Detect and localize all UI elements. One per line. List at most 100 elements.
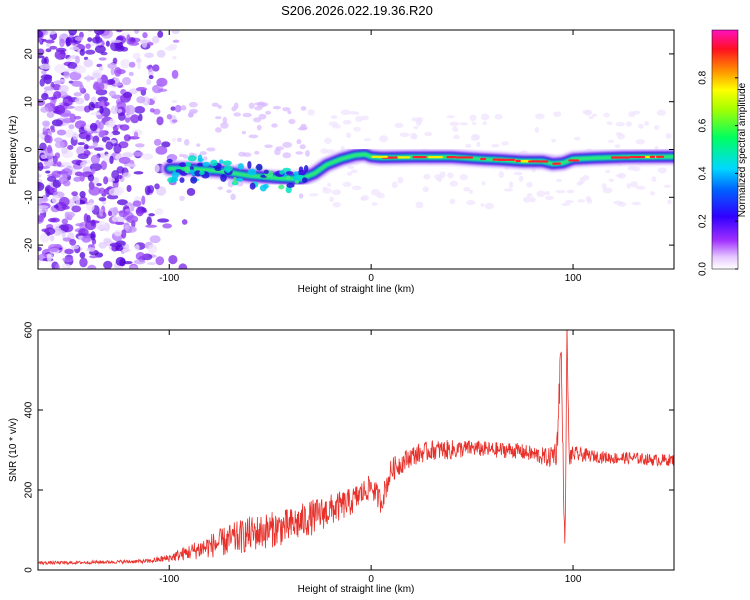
spectrogram-speckle	[449, 121, 460, 127]
spectrogram-speckle	[437, 176, 443, 183]
spectrogram-speckle	[100, 160, 108, 171]
spectrogram-speckle	[100, 100, 105, 107]
spectrogram-speckle	[39, 63, 52, 70]
spectrogram-speckle	[256, 124, 262, 131]
spectrogram-speckle	[83, 59, 94, 68]
spectrogram-speckle	[133, 171, 144, 175]
spectrogram-speckle	[233, 112, 242, 117]
spectrogram-speckle	[508, 181, 514, 189]
ridge-blotch	[294, 180, 300, 184]
spectrogram-speckle	[555, 189, 566, 194]
spectrogram-ytick-label: 10	[24, 96, 35, 108]
ridge-blotch	[210, 159, 218, 167]
spectrogram-speckle	[91, 168, 96, 174]
spectrogram-speckle	[38, 182, 45, 192]
spectrogram-speckle	[120, 46, 129, 52]
spectrogram-speckle	[252, 117, 262, 123]
spectrogram-speckle	[120, 93, 131, 103]
snr-ytick-label: 400	[24, 401, 35, 418]
spectrogram-speckle	[93, 30, 105, 35]
spectrogram-speckle	[154, 164, 160, 173]
spectrogram-speckle	[469, 114, 477, 122]
spectrogram-speckle	[115, 30, 123, 33]
snr-ytick-label: 0	[24, 567, 35, 573]
ridge-blotch	[235, 177, 244, 182]
spectrogram-speckle	[126, 184, 132, 193]
spectrogram-speckle	[122, 172, 131, 178]
spectrogram-speckle	[39, 142, 47, 151]
spectrogram-speckle	[199, 151, 207, 156]
spectrogram-speckle	[60, 147, 68, 154]
spectrogram-speckle	[87, 30, 93, 33]
spectrogram-speckle	[177, 137, 182, 143]
spectrogram-speckle	[107, 62, 117, 69]
spectrogram-speckle	[241, 130, 246, 135]
spectrogram-speckle	[352, 185, 362, 191]
spectrogram-speckle	[61, 161, 70, 167]
ridge-blotch	[166, 158, 173, 163]
spectrogram-speckle	[585, 195, 591, 202]
spectrogram-speckle	[38, 98, 46, 107]
spectrogram-speckle	[68, 124, 75, 130]
spectrogram-speckle	[522, 196, 532, 203]
colorbar-tick-label: 0.4	[698, 166, 709, 180]
spectrogram-speckle	[62, 256, 74, 263]
spectrogram-speckle	[69, 238, 77, 246]
spectrogram-speckle	[412, 134, 418, 140]
spectrogram-speckle	[468, 189, 474, 194]
spectrogram-speckle	[561, 202, 571, 206]
spectrogram-speckle	[84, 93, 90, 101]
spectrogram-speckle	[111, 216, 119, 222]
spectrogram-speckle	[85, 134, 91, 142]
spectrogram-speckle	[459, 122, 469, 126]
spectrogram-speckle	[174, 104, 182, 113]
spectrogram-speckle	[148, 213, 155, 217]
spectrogram-speckle	[178, 153, 185, 158]
ridge-blotch	[285, 171, 294, 175]
spectrogram-speckle	[117, 112, 126, 121]
spectrogram-speckle	[217, 105, 222, 109]
spectrogram-speckle	[67, 145, 74, 151]
spectrogram-speckle	[626, 183, 631, 189]
spectrogram-speckle	[556, 178, 562, 183]
ridge-blotch	[295, 174, 306, 179]
spectrogram-speckle	[105, 40, 110, 47]
spectrogram-speckle	[630, 181, 638, 188]
spectrogram-speckle	[625, 121, 632, 127]
snr-panel: -100 0 100 0 200 400 600 Height of straight li…	[8, 321, 675, 595]
spectrogram-speckle	[89, 255, 98, 259]
spectrogram-speckle	[156, 49, 166, 58]
spectrogram-speckle	[161, 141, 171, 148]
spectrogram-speckle	[98, 129, 106, 137]
spectrogram-speckle	[146, 65, 152, 70]
spectrogram-speckle	[40, 154, 47, 160]
spectrogram-speckle	[91, 36, 103, 44]
spectrogram-speckle	[121, 248, 132, 253]
spectrogram-speckle	[46, 111, 55, 118]
spectrogram-speckle	[72, 132, 79, 141]
spectrogram-speckle	[41, 228, 49, 233]
spectrogram-speckle	[171, 119, 178, 123]
spectrogram-speckle	[56, 230, 67, 235]
spectrogram-speckle	[220, 122, 229, 129]
spectrogram-speckle	[632, 166, 641, 172]
spectrogram-ytick-label: 20	[24, 48, 35, 60]
spectrogram-speckle	[157, 88, 168, 92]
spectrogram-speckle	[332, 124, 341, 129]
spectrogram-speckle	[69, 46, 80, 51]
spectrogram-speckle	[73, 176, 82, 182]
spectrogram-speckle	[149, 235, 161, 244]
spectrogram-speckle	[154, 183, 160, 190]
spectrogram-speckle	[59, 38, 65, 47]
spectrogram-speckle	[363, 138, 371, 142]
spectrogram-xtick-label: 100	[565, 273, 582, 284]
snr-xtick-label: 0	[368, 574, 374, 585]
spectrogram-speckle	[85, 49, 96, 55]
spectrogram-speckle	[470, 134, 479, 141]
spectrogram-speckle	[118, 156, 131, 164]
spectrogram-speckle	[144, 52, 154, 58]
colorbar: 0.0 0.2 0.4 0.6 0.8 Normalized spectral ampl…	[698, 29, 748, 276]
spectrogram-speckle	[136, 58, 142, 64]
spectrogram-speckle	[128, 71, 134, 77]
